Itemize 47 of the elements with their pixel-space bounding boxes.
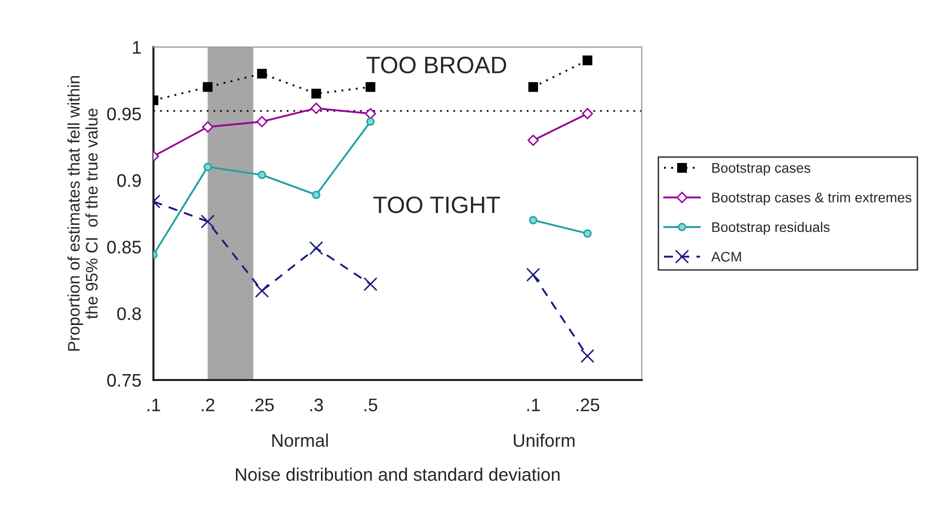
- point: [202, 121, 214, 133]
- point: [257, 68, 267, 79]
- point: [202, 82, 213, 92]
- point: [312, 190, 320, 200]
- y-tick-label: 0.8: [117, 307, 141, 320]
- text: Uniform: [514, 434, 574, 447]
- x-tick-label: .1: [148, 398, 160, 412]
- point: [582, 56, 592, 66]
- x-tick-label: .1: [527, 398, 540, 412]
- point: [364, 277, 378, 292]
- point: [255, 284, 269, 298]
- point: [256, 116, 268, 128]
- x-tick-label: .25: [251, 398, 274, 412]
- point: [580, 349, 594, 363]
- point: [366, 82, 376, 92]
- y-tick-label: 1: [132, 41, 141, 54]
- x-axis-title: Noise distribution and standard deviation: [236, 468, 560, 481]
- point: [258, 170, 266, 180]
- x-tick-label: .2: [202, 398, 214, 412]
- x-tick-label: .3: [310, 398, 323, 412]
- annotation: TOO TIGHT: [373, 196, 500, 214]
- point: [529, 216, 538, 224]
- point: [528, 82, 538, 92]
- point: [582, 108, 594, 120]
- point: [200, 214, 215, 228]
- y-tick-label: 0.85: [107, 240, 141, 254]
- legend-label: Bootstrap cases & trim extremes: [712, 192, 912, 206]
- point: [311, 88, 322, 99]
- x-tick-label: .5: [364, 398, 378, 412]
- point: [204, 162, 212, 172]
- point: [310, 102, 322, 114]
- y-axis-title: Proportion of estimates that fell within the 95% CI of the true value: [67, 76, 98, 351]
- x-tick-label: .25: [576, 398, 600, 412]
- point: [526, 268, 540, 282]
- legend-label: Bootstrap residuals: [712, 222, 830, 235]
- point: [364, 108, 376, 120]
- point: [583, 229, 592, 238]
- y-tick-label: 0.95: [107, 108, 141, 120]
- legend-label: ACM: [711, 252, 741, 262]
- text: Normal: [272, 434, 328, 447]
- y-tick-label: 0.75: [107, 374, 141, 387]
- point: [528, 134, 539, 146]
- y-tick-label: 0.9: [117, 174, 141, 187]
- point: [366, 117, 375, 126]
- point: [309, 241, 324, 256]
- annotation: TOO BROAD: [366, 56, 506, 74]
- legend-label: Bootstrap cases: [712, 163, 810, 176]
